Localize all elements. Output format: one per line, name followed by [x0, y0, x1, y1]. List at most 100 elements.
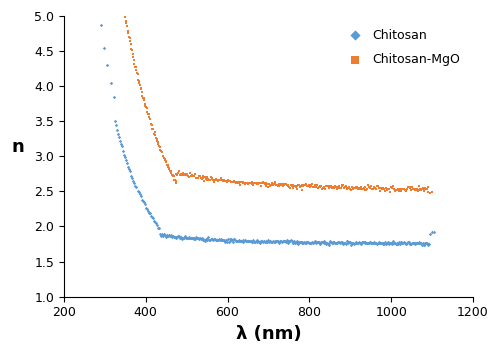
- Chitosan-MgO: [328, 185, 336, 191]
- Chitosan-MgO: [298, 187, 306, 192]
- Chitosan: [196, 235, 204, 240]
- Chitosan: [364, 240, 372, 246]
- Chitosan: [224, 236, 232, 242]
- Chitosan: [162, 233, 170, 239]
- Chitosan: [248, 239, 256, 244]
- Chitosan: [270, 239, 278, 245]
- Chitosan-MgO: [273, 182, 281, 188]
- Chitosan-MgO: [341, 184, 349, 190]
- Chitosan: [312, 238, 320, 244]
- Chitosan: [184, 234, 192, 239]
- Chitosan: [240, 238, 248, 244]
- Chitosan-MgO: [313, 182, 321, 188]
- Chitosan-MgO: [328, 185, 336, 191]
- Chitosan-MgO: [243, 181, 251, 186]
- Chitosan-MgO: [390, 186, 398, 192]
- Chitosan: [392, 240, 400, 246]
- Chitosan-MgO: [170, 177, 178, 183]
- Chitosan: [425, 241, 433, 247]
- Chitosan: [294, 241, 302, 247]
- Chitosan: [223, 239, 231, 245]
- Chitosan: [338, 240, 345, 246]
- Chitosan: [148, 214, 156, 220]
- Chitosan: [300, 239, 308, 245]
- Chitosan: [166, 233, 174, 239]
- Chitosan-MgO: [208, 177, 216, 182]
- Chitosan-MgO: [144, 111, 152, 116]
- Chitosan-MgO: [305, 183, 313, 188]
- Chitosan: [220, 237, 228, 243]
- Chitosan-MgO: [251, 180, 259, 186]
- Chitosan-MgO: [201, 175, 209, 180]
- Chitosan: [272, 238, 280, 243]
- Chitosan-MgO: [190, 173, 198, 179]
- Chitosan-MgO: [196, 173, 203, 179]
- Chitosan-MgO: [147, 121, 155, 127]
- Chitosan-MgO: [294, 183, 302, 189]
- Chitosan: [262, 239, 270, 244]
- Chitosan: [198, 237, 206, 242]
- Chitosan-MgO: [291, 184, 299, 189]
- Chitosan: [142, 206, 150, 211]
- Chitosan-MgO: [346, 187, 354, 193]
- Chitosan-MgO: [130, 57, 138, 63]
- Chitosan: [156, 231, 164, 237]
- Chitosan: [409, 241, 417, 246]
- Chitosan: [216, 236, 224, 242]
- Chitosan: [256, 238, 264, 243]
- Chitosan-MgO: [254, 182, 262, 187]
- Chitosan-MgO: [338, 182, 346, 188]
- Chitosan-MgO: [150, 130, 158, 135]
- Chitosan-MgO: [395, 189, 403, 194]
- Chitosan: [407, 241, 415, 246]
- Chitosan-MgO: [317, 183, 325, 188]
- Chitosan-MgO: [302, 181, 310, 187]
- Chitosan-MgO: [316, 183, 324, 189]
- Chitosan: [335, 240, 343, 245]
- Chitosan-MgO: [132, 64, 140, 69]
- Chitosan: [280, 238, 287, 244]
- Chitosan: [276, 238, 284, 244]
- Chitosan: [211, 236, 219, 242]
- Chitosan: [188, 235, 196, 241]
- Chitosan: [241, 237, 249, 243]
- Chitosan-MgO: [152, 136, 160, 141]
- Chitosan-MgO: [166, 168, 174, 173]
- Chitosan-MgO: [319, 185, 327, 191]
- Chitosan-MgO: [326, 185, 334, 190]
- Chitosan: [404, 239, 412, 245]
- Chitosan: [308, 240, 316, 246]
- Chitosan-MgO: [162, 158, 170, 164]
- Chitosan: [346, 242, 354, 248]
- Chitosan-MgO: [186, 170, 194, 176]
- Chitosan: [310, 239, 318, 245]
- Chitosan-MgO: [299, 183, 307, 189]
- Chitosan-MgO: [200, 178, 208, 184]
- Chitosan-MgO: [212, 177, 220, 182]
- Chitosan-MgO: [269, 182, 277, 188]
- Chitosan: [142, 205, 150, 210]
- Chitosan: [97, 22, 105, 27]
- Chitosan-MgO: [309, 184, 317, 189]
- Chitosan: [238, 239, 246, 245]
- Chitosan-MgO: [126, 38, 134, 44]
- Chitosan: [428, 229, 436, 234]
- Chitosan: [352, 240, 360, 246]
- Chitosan: [244, 238, 252, 244]
- Chitosan-MgO: [410, 187, 418, 193]
- Chitosan: [386, 240, 394, 246]
- Chitosan: [180, 234, 188, 239]
- Chitosan-MgO: [124, 30, 132, 35]
- Chitosan: [344, 239, 351, 244]
- Chitosan: [189, 235, 197, 241]
- Chitosan: [328, 240, 336, 246]
- Chitosan-MgO: [384, 186, 392, 192]
- Chitosan: [114, 131, 122, 137]
- Chitosan: [413, 240, 421, 246]
- Chitosan-MgO: [226, 178, 234, 183]
- Chitosan: [244, 238, 252, 244]
- Chitosan: [232, 238, 240, 244]
- Chitosan: [416, 240, 424, 246]
- Chitosan: [164, 233, 172, 239]
- Chitosan: [151, 219, 159, 225]
